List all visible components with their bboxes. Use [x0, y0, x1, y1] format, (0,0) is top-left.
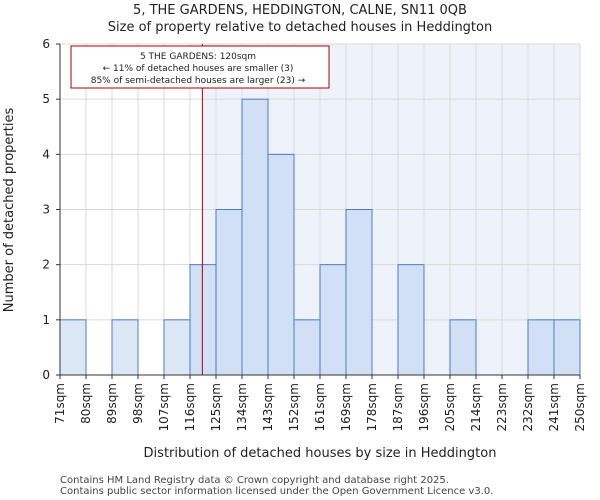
x-tick-label: 107sqm [157, 383, 171, 431]
x-tick-label: 241sqm [547, 383, 561, 431]
x-tick-label: 98sqm [131, 383, 145, 424]
annotation-box [70, 45, 330, 89]
x-tick-label: 71sqm [53, 383, 67, 424]
x-tick-label: 161sqm [313, 383, 327, 431]
x-tick-label: 232sqm [521, 383, 535, 431]
annotation-line: ← 11% of detached houses are smaller (3) [103, 64, 294, 74]
bar [293, 319, 321, 376]
bar [267, 153, 295, 376]
y-tick-label: 4 [42, 147, 50, 161]
bar [111, 319, 139, 376]
x-tick-label: 205sqm [443, 383, 457, 431]
y-tick-label: 0 [42, 368, 50, 382]
x-tick-label: 187sqm [391, 383, 405, 431]
bar [163, 319, 191, 376]
x-tick-label: 214sqm [469, 383, 483, 431]
footer-line-1: Contains HM Land Registry data © Crown c… [60, 475, 449, 486]
bar [319, 264, 347, 376]
x-tick-label: 80sqm [79, 383, 93, 424]
y-tick-label: 2 [42, 258, 50, 272]
bar [215, 209, 243, 376]
bar [59, 319, 87, 376]
plot-area: 0 1 2 3 4 5 6 71sqm 80sqm 89sqm 98sqm 107sqm 116sqm 1… [42, 37, 587, 431]
y-tick-label: 1 [42, 313, 50, 327]
y-tick-label: 3 [42, 203, 50, 217]
x-tick-label: 116sqm [183, 383, 197, 431]
x-tick-label: 89sqm [105, 383, 119, 424]
y-tick-label: 6 [42, 37, 50, 51]
x-tick-label: 178sqm [365, 383, 379, 431]
bar [527, 319, 555, 376]
x-tick-label: 125sqm [209, 383, 223, 431]
footer-line-2: Contains public sector information licen… [60, 486, 493, 497]
x-tick-label: 169sqm [339, 383, 353, 431]
bar [345, 209, 373, 376]
x-tick-label: 152sqm [287, 383, 301, 431]
chart-title: 5, THE GARDENS, HEDDINGTON, CALNE, SN11 … [133, 3, 467, 18]
chart-subtitle: Size of property relative to detached ho… [108, 20, 492, 35]
bar [397, 264, 425, 376]
x-tick-label: 196sqm [417, 383, 431, 431]
x-tick-label: 223sqm [495, 383, 509, 431]
bar [449, 319, 477, 376]
y-tick-label: 5 [42, 92, 50, 106]
x-tick-label: 143sqm [261, 383, 275, 431]
bar [553, 319, 581, 376]
annotation-line: 5 THE GARDENS: 120sqm [140, 52, 256, 62]
bar [189, 264, 217, 376]
x-tick-label: 134sqm [235, 383, 249, 431]
annotation-line: 85% of semi-detached houses are larger (… [91, 76, 306, 86]
x-tick-label: 250sqm [573, 383, 587, 431]
bar [241, 98, 269, 376]
y-axis-label: Number of detached properties [2, 108, 17, 313]
x-axis-label: Distribution of detached houses by size … [144, 446, 497, 461]
